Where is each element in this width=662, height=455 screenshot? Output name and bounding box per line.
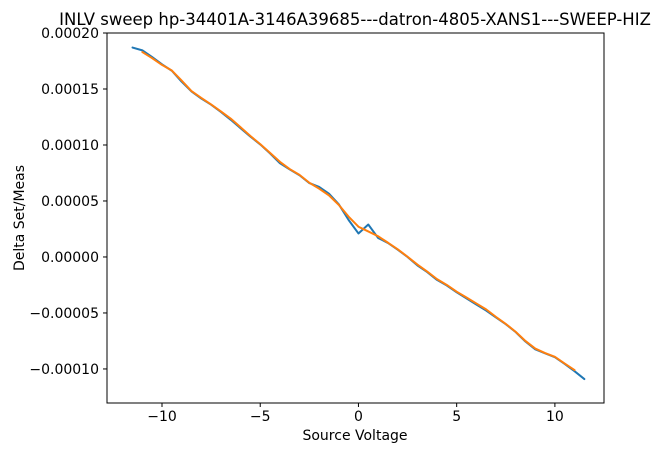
- y-axis-label: Delta Set/Meas: [12, 165, 28, 271]
- x-tick-label: −10: [147, 409, 177, 425]
- sweep-meas-line: [141, 51, 576, 372]
- chart-title: INLV sweep hp-34401A-3146A39685---datron…: [59, 10, 651, 29]
- y-tick-label: 0.00020: [41, 26, 99, 42]
- y-tick-label: 0.00010: [41, 138, 99, 154]
- y-tick-label: −0.00010: [29, 362, 99, 378]
- axes-frame: [106, 32, 605, 404]
- y-tick-label: 0.00000: [41, 250, 99, 266]
- y-tick-label: 0.00015: [41, 82, 99, 98]
- x-tick-label: −5: [250, 409, 271, 425]
- x-tick-label: 0: [354, 409, 363, 425]
- y-tick-label: −0.00005: [29, 306, 99, 322]
- y-tick-label: 0.00005: [41, 194, 99, 210]
- x-tick-label: 5: [452, 409, 461, 425]
- plot-area: −10 −5 0 5 10 0.00020 0.00015 0.00010 0.00005 0.0…: [29, 26, 605, 425]
- x-axis-label: Source Voltage: [302, 428, 407, 444]
- x-tick-label: 10: [546, 409, 564, 425]
